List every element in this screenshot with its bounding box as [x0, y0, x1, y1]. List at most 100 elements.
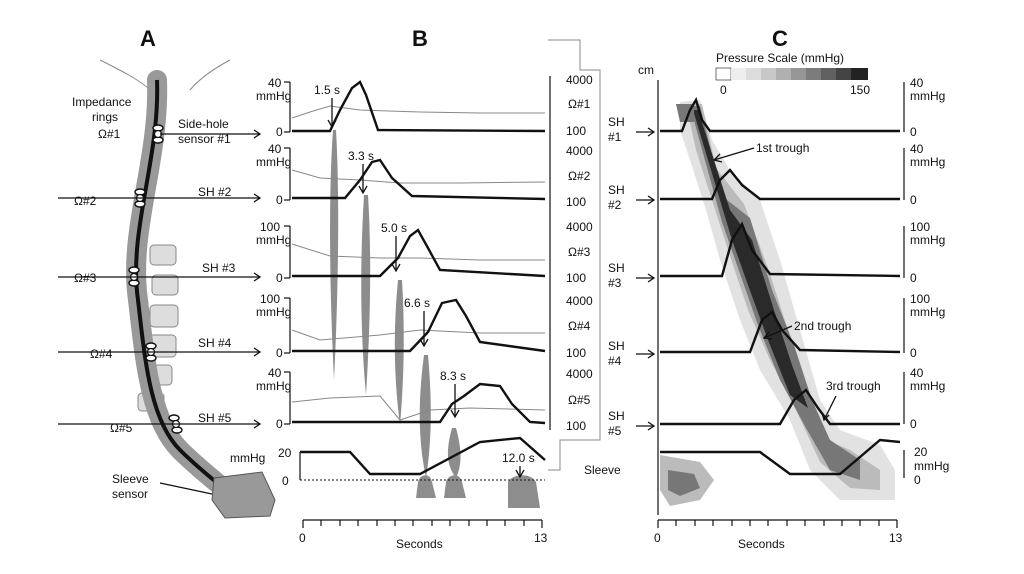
side-hole-sensor-label-1: Side-hole — [178, 117, 229, 131]
c-sh5-line1: SH — [608, 409, 625, 423]
b-tick-5-bottom: 0 — [276, 417, 283, 431]
b-unit-5: mmHg — [256, 379, 291, 393]
b-tick-3-top: 100 — [260, 220, 280, 234]
b-sleeve-tick-top: 20 — [278, 446, 292, 460]
imp-tick-3-bottom: 100 — [566, 271, 586, 285]
panel-a-arrows — [58, 129, 262, 495]
b-sleeve-tick-bottom: 0 — [282, 474, 289, 488]
c-sleeve-unit: mmHg — [914, 459, 949, 473]
b-x-tick-13: 13 — [534, 531, 548, 545]
pressure-scale-max: 150 — [850, 83, 870, 97]
imp-label-1: Ω#1 — [568, 97, 591, 111]
trough-label-3: 3rd trough — [826, 379, 881, 393]
c-pressure-traces — [660, 97, 901, 476]
c-sleeve-label: Sleeve — [584, 463, 621, 477]
c-sh4-line1: SH — [608, 339, 625, 353]
sensor-label-omega4: Ω#4 — [90, 347, 113, 361]
c-tick-1-top: 40 — [910, 76, 924, 90]
b-x-label: Seconds — [396, 537, 443, 551]
c-sh4-line2: #4 — [608, 354, 622, 368]
imp-tick-2-bottom: 100 — [566, 195, 586, 209]
panel-b-traces: 40 mmHg 0 40 mmHg 0 100 mmHg 0 100 mmHg … — [230, 39, 601, 551]
c-tick-3-bottom: 0 — [910, 271, 917, 285]
cm-label: cm — [638, 63, 654, 77]
c-sh-labels: SH #1 SH #2 SH #3 SH #4 SH #5 Sleeve — [584, 115, 625, 477]
panel-label-b: B — [412, 26, 428, 51]
panel-c-topography: Pressure Scale (mmHg) 0 150 cm — [584, 51, 949, 551]
sensor-label-omega5: Ω#5 — [110, 421, 133, 435]
c-sh2-line2: #2 — [608, 198, 622, 212]
imp-label-5: Ω#5 — [568, 393, 591, 407]
side-hole-sensor-label-2: sensor #1 — [178, 132, 231, 146]
b-unit-4: mmHg — [256, 305, 291, 319]
b-unit-2: mmHg — [256, 155, 291, 169]
sleeve-sensor-label-2: sensor — [112, 487, 148, 501]
b-tick-3-bottom: 0 — [276, 271, 283, 285]
c-sh1-line1: SH — [608, 115, 625, 129]
b-tick-2-bottom: 0 — [276, 193, 283, 207]
b-tick-4-top: 100 — [260, 292, 280, 306]
pressure-scale-title: Pressure Scale (mmHg) — [716, 51, 844, 65]
pharynx-outline-right — [189, 59, 231, 91]
c-sh2-line1: SH — [608, 183, 625, 197]
c-x-tick-13: 13 — [889, 531, 903, 545]
imp-label-2: Ω#2 — [568, 169, 591, 183]
c-sh1-line2: #1 — [608, 130, 622, 144]
sensor-label-omega1: Ω#1 — [98, 127, 121, 141]
pressure-traces — [291, 80, 546, 481]
c-unit-1: mmHg — [910, 89, 945, 103]
c-x-label: Seconds — [738, 537, 785, 551]
b-x-tick-0: 0 — [299, 531, 306, 545]
panel-b-y-axes — [284, 81, 291, 425]
b-tick-1-bottom: 0 — [276, 125, 283, 139]
c-tick-2-bottom: 0 — [910, 193, 917, 207]
panel-b-x-axis — [302, 519, 543, 528]
panel-label-c: C — [772, 26, 788, 51]
pressure-scale-bar — [715, 67, 868, 81]
trough-label-2: 2nd trough — [794, 319, 851, 333]
c-tick-2-top: 40 — [910, 142, 924, 156]
imp-tick-1-top: 4000 — [566, 73, 593, 87]
c-sh5-line2: #5 — [608, 424, 622, 438]
c-sh3-line2: #3 — [608, 276, 622, 290]
c-tick-4-top: 100 — [910, 292, 930, 306]
c-sh3-line1: SH — [608, 261, 625, 275]
imp-tick-5-top: 4000 — [566, 367, 593, 381]
time-label-1: 1.5 s — [314, 83, 340, 97]
impedance-rings-label-2: rings — [92, 110, 118, 124]
c-sleeve-tick-bottom: 0 — [914, 473, 921, 487]
b-tick-2-top: 40 — [268, 142, 282, 156]
imp-tick-4-top: 4000 — [566, 294, 593, 308]
b-tick-4-bottom: 0 — [276, 346, 283, 360]
c-unit-2: mmHg — [910, 155, 945, 169]
time-label-2: 3.3 s — [348, 149, 374, 163]
sleeve-sensor-label-1: Sleeve — [112, 472, 149, 486]
time-label-5: 8.3 s — [440, 369, 466, 383]
pharynx-outline-left — [99, 59, 151, 91]
c-sleeve-tick-top: 20 — [914, 445, 928, 459]
b-sleeve-unit: mmHg — [230, 451, 265, 465]
sh5-label: SH #5 — [198, 411, 232, 425]
b-tick-1-top: 40 — [268, 76, 282, 90]
time-label-4: 6.6 s — [404, 296, 430, 310]
b-tick-5-top: 40 — [268, 366, 282, 380]
imp-tick-1-bottom: 100 — [566, 124, 586, 138]
trough-label-1: 1st trough — [756, 141, 809, 155]
sh4-label: SH #4 — [198, 336, 232, 350]
b-c-connector — [548, 39, 601, 471]
impedance-ticks: 4000 Ω#1 100 4000 Ω#2 100 4000 Ω#3 100 4… — [566, 73, 593, 433]
sh3-label: SH #3 — [202, 261, 236, 275]
time-label-3: 5.0 s — [381, 221, 407, 235]
imp-label-4: Ω#4 — [568, 319, 591, 333]
b-unit-3: mmHg — [256, 233, 291, 247]
c-sh-arrows — [636, 127, 656, 431]
imp-tick-3-top: 4000 — [566, 220, 593, 234]
c-unit-3: mmHg — [910, 233, 945, 247]
pressure-scale-min: 0 — [720, 83, 727, 97]
c-unit-5: mmHg — [910, 379, 945, 393]
panel-c-x-axis — [657, 519, 898, 528]
c-tick-5-top: 40 — [910, 366, 924, 380]
panel-a-anatomy: Impedance rings Side-hole sensor #1 Ω#1 … — [58, 59, 276, 519]
imp-tick-4-bottom: 100 — [566, 346, 586, 360]
